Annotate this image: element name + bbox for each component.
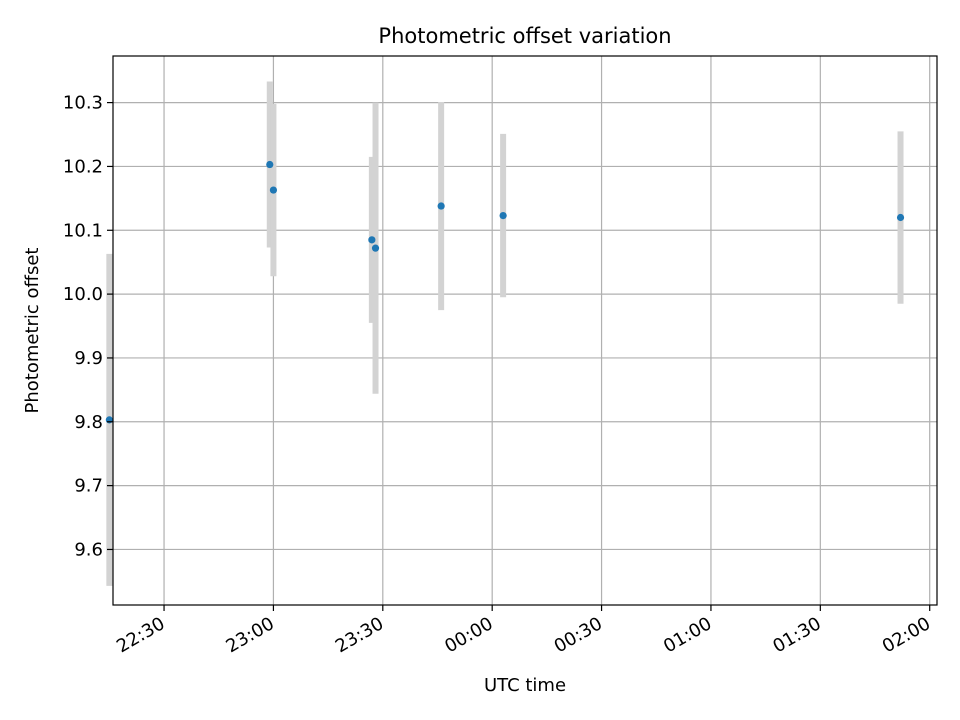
y-tick-label: 9.7 — [74, 476, 103, 497]
y-axis-label: Photometric offset — [22, 248, 43, 414]
x-tick-label: 00:00 — [441, 613, 496, 657]
data-point — [368, 236, 376, 244]
errorbar-layer — [106, 81, 904, 586]
x-tick-label: 23:30 — [332, 613, 387, 657]
plot-frame — [112, 55, 938, 606]
x-axis-label: UTC time — [484, 675, 566, 696]
y-tick-label: 9.9 — [74, 348, 103, 369]
data-point — [266, 160, 274, 169]
x-tick-label: 02:00 — [879, 613, 934, 657]
x-tick-label: 22:30 — [113, 613, 168, 657]
data-point — [269, 186, 278, 194]
data-point — [499, 211, 507, 220]
data-point — [896, 213, 905, 222]
grid-layer — [113, 56, 937, 605]
x-tick-label: 01:00 — [660, 613, 715, 657]
chart-title: Photometric offset variation — [378, 24, 671, 48]
x-tick-label: 23:00 — [222, 613, 277, 657]
data-point — [105, 416, 113, 424]
tick-layer: 22:30 23:00 23:30 00:00 00:30 01:00 01:30 02:00… — [63, 93, 934, 658]
y-tick-label: 10.0 — [63, 284, 103, 305]
point-layer — [105, 160, 905, 424]
y-tick-label: 10.3 — [63, 93, 103, 114]
x-tick-label: 01:30 — [769, 613, 824, 657]
y-tick-label: 9.6 — [74, 539, 103, 560]
y-tick-label: 10.2 — [63, 156, 103, 177]
data-point — [437, 202, 445, 210]
y-tick-label: 9.8 — [74, 412, 103, 433]
y-tick-label: 10.1 — [63, 220, 103, 241]
data-point — [371, 244, 380, 252]
x-tick-label: 00:30 — [551, 613, 606, 657]
